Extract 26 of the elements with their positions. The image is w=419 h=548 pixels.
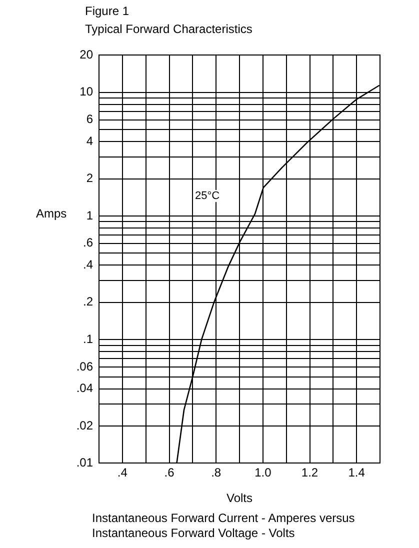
y-tick-label: 4	[86, 134, 94, 148]
y-tick-label: .2	[82, 294, 94, 309]
y-tick-label: .6	[82, 236, 94, 250]
chart-subtitle: Typical Forward Characteristics	[85, 22, 252, 36]
y-tick-label: .02	[76, 418, 94, 432]
x-tick-label: .6	[164, 466, 175, 480]
y-tick-label: .04	[76, 381, 94, 396]
x-tick-label: .4	[117, 466, 128, 480]
y-axis-title: Amps	[36, 206, 67, 221]
y-tick-label: .01	[76, 456, 94, 470]
x-tick-label: 1.2	[301, 466, 318, 480]
chart-title: Figure 1	[85, 4, 130, 18]
y-tick-label: 10	[80, 84, 94, 99]
text: Instantaneous Forward Current - Amperes versus Instantaneous Forward Voltage - Volts	[92, 511, 356, 541]
y-tick-label: 1	[86, 208, 94, 222]
y-tick-label: 20	[80, 48, 94, 62]
annotation: 25°C	[194, 190, 221, 202]
y-tick-label: 2	[86, 171, 94, 186]
x-axis-title: Volts	[226, 491, 253, 506]
y-tick-label: 6	[86, 112, 94, 126]
y-tick-label: .06	[76, 359, 94, 374]
x-tick-label: 1.0	[254, 466, 272, 480]
y-tick-label: .1	[82, 332, 94, 346]
x-tick-label: 1.4	[348, 466, 366, 480]
x-tick-label: .8	[211, 466, 222, 480]
y-tick-label: .4	[82, 258, 94, 272]
